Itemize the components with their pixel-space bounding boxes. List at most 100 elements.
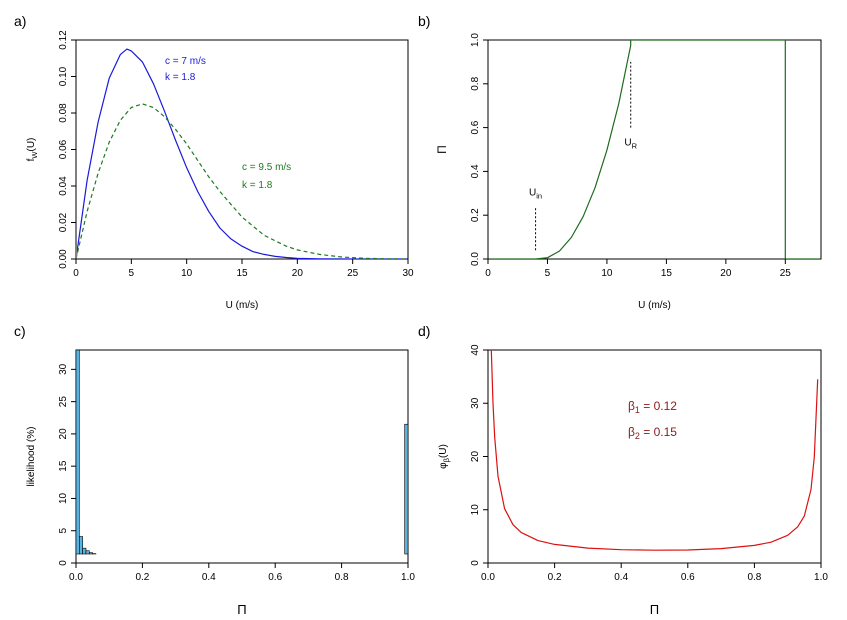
x-tick-label: 1.0 [814,572,828,583]
series-line-1 [490,350,819,551]
annotation-c1: c = 7 m/s [165,56,206,67]
y-tick-label: 20 [58,428,69,440]
x-tick-label: 20 [292,268,304,279]
x-tick-label: 15 [661,268,673,279]
histogram-bar [82,547,87,555]
y-tick-label: 0.8 [470,76,481,90]
y-tick-label: 0.10 [58,66,69,86]
y-axis-label-rest: (U) [438,444,449,458]
y-axis-label-base: f [26,158,37,161]
x-tick-label: 0.8 [335,572,349,583]
x-tick-label: 10 [601,268,613,279]
histogram-bar [88,552,93,555]
x-tick-label: 0 [485,268,491,279]
x-tick-label: 0.2 [548,572,562,583]
y-tick-label: 0.4 [470,164,481,178]
panel-c: c) 0.0 0.2 0.4 0.6 0.8 1.0 0 5 10 15 20 25 30 Πlikelih… [14,323,415,617]
y-axis-label-sub: β [442,457,451,462]
y-axis-label-base: φ [438,462,449,469]
y-tick-label: 25 [58,396,69,408]
panel-label: a) [14,13,26,29]
y-tick-label: 0.08 [58,103,69,123]
histogram-bar [404,423,409,555]
x-tick-label: 15 [236,268,248,279]
panel-a: a) 0 5 10 15 20 25 30 0.00 0.02 0.04 0.06 0.08 0.10 0.… [14,13,414,311]
y-tick-label: 0.02 [58,212,69,232]
y-tick-label: 0.04 [58,176,69,196]
annotation-k2: k = 1.8 [242,180,273,191]
series-line-1 [77,48,407,259]
annotation-b1-sub: 1 [635,405,640,415]
y-tick-label: 20 [470,451,481,463]
plot-frame [487,349,822,564]
x-tick-label: 0.4 [202,572,216,583]
x-axis-label: U (m/s) [638,300,671,311]
x-tick-label: 0 [73,268,79,279]
y-tick-label: 0 [470,560,481,566]
x-axis-label: Π [650,602,659,617]
panel-b: b) 0 5 10 15 20 25 0.0 0.2 0.4 0.6 0.8 1.0 U (m/s) Π Ui… [418,13,822,311]
histogram-bar [85,550,90,555]
marker-label-u_in-sub: in [536,191,542,200]
x-tick-label: 20 [720,268,732,279]
annotation-b2-base: β [628,425,635,439]
y-tick-label: 10 [470,504,481,516]
x-tick-label: 25 [347,268,359,279]
y-tick-label: 15 [58,460,69,472]
y-tick-label: 0.06 [58,139,69,159]
marker-label-u_r: UR [624,138,637,151]
y-tick-label: 30 [58,363,69,375]
x-tick-label: 1.0 [401,572,415,583]
histogram-bar [75,349,80,555]
y-axis-label: φβ(U) [438,444,451,469]
panel-label: d) [418,323,430,339]
x-tick-label: 0.6 [268,572,282,583]
y-tick-label: 1.0 [470,33,481,47]
x-axis-label: Π [237,602,246,617]
x-tick-label: 0.2 [135,572,149,583]
annotation-b1: β1 = 0.12 [628,399,677,415]
marker-label-u_r-sub: R [632,142,638,151]
y-axis-label: fW(U) [26,138,39,162]
marker-label-u_in-base: U [529,187,536,198]
x-tick-label: 5 [545,268,551,279]
x-tick-label: 30 [402,268,414,279]
annotation-b2-sub: 2 [635,431,640,441]
plot-frame [75,349,409,564]
y-tick-label: 0 [58,560,69,566]
series-line-1 [489,40,820,259]
plot-frame [75,39,409,260]
y-axis-label: likelihood (%) [26,426,37,486]
y-tick-label: 0.0 [470,252,481,266]
x-tick-label: 25 [780,268,792,279]
panel-label: c) [14,323,26,339]
panel-label: b) [418,13,430,29]
annotation-b2-rest: = 0.15 [640,425,677,439]
y-axis-label: Π [435,145,449,154]
histogram-bar [79,536,83,555]
annotation-c2: c = 9.5 m/s [242,162,291,173]
y-tick-label: 0.12 [58,30,69,50]
x-tick-label: 0.8 [747,572,761,583]
x-tick-label: 0.6 [681,572,695,583]
x-tick-label: 0.0 [69,572,83,583]
annotation-k1: k = 1.8 [165,72,196,83]
annotation-b2: β2 = 0.15 [628,425,677,441]
x-tick-label: 10 [181,268,193,279]
y-tick-label: 10 [58,492,69,504]
annotation-b1-rest: = 0.12 [640,399,677,413]
y-axis-label-sub: W [30,151,39,159]
y-tick-label: 40 [470,344,481,356]
marker-label-u_in: Uin [529,187,542,200]
x-axis-label: U (m/s) [226,300,259,311]
annotation-b1-base: β [628,399,635,413]
y-tick-label: 5 [58,528,69,534]
x-tick-label: 0.4 [614,572,628,583]
y-tick-label: 0.2 [470,208,481,222]
marker-label-u_r-base: U [624,138,631,149]
x-tick-label: 0.0 [481,572,495,583]
y-tick-label: 30 [470,397,481,409]
plot-frame [487,39,822,260]
